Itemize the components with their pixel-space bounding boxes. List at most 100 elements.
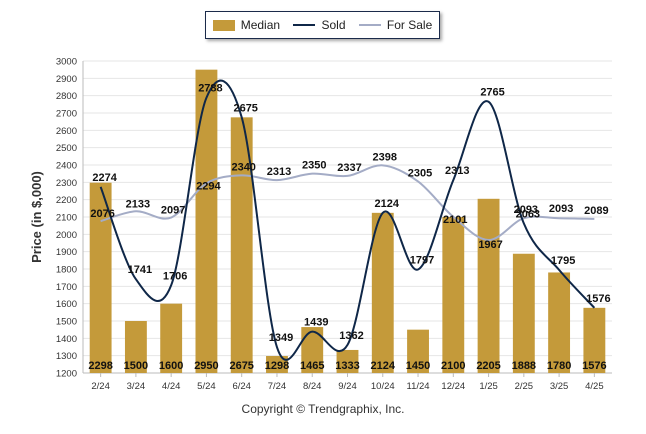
- y-tick-label: 2300: [56, 178, 77, 189]
- data-label-median: 1576: [582, 360, 606, 372]
- bar-median: [124, 321, 147, 373]
- data-label-for-sale: 2133: [126, 198, 150, 210]
- data-label-sold: 2313: [445, 165, 469, 177]
- bar-median: [89, 182, 112, 373]
- bar-median: [195, 69, 218, 374]
- legend-label-for-sale: For Sale: [386, 18, 433, 32]
- data-label-median: 1888: [512, 360, 536, 372]
- x-tick-label: 1/25: [479, 381, 498, 392]
- bar-median: [512, 253, 535, 373]
- data-label-median: 1450: [406, 360, 430, 372]
- x-tick-label: 8/24: [303, 381, 322, 392]
- line-sold: [99, 79, 596, 361]
- bar-median: [477, 198, 500, 373]
- bar-median: [442, 217, 465, 373]
- data-label-for-sale: 2313: [267, 166, 291, 178]
- data-label-median: 2675: [229, 360, 253, 372]
- bar-median: [583, 307, 606, 373]
- data-label-sold: 1439: [304, 317, 328, 329]
- legend-item-median[interactable]: Median: [212, 18, 281, 32]
- y-tick-label: 1600: [56, 299, 77, 310]
- x-tick-label: 11/24: [406, 381, 429, 392]
- data-label-median: 2205: [476, 360, 500, 372]
- data-label-sold: 1797: [410, 255, 434, 267]
- y-tick-label: 1800: [56, 265, 77, 276]
- x-tick-label: 10/24: [371, 381, 395, 392]
- data-label-median: 2100: [441, 360, 465, 372]
- data-label-sold: 2765: [480, 87, 504, 99]
- data-label-for-sale: 2097: [161, 205, 185, 217]
- y-tick-label: 3000: [56, 57, 77, 68]
- legend: Median Sold For Sale: [205, 11, 440, 39]
- y-tick-label: 2000: [56, 230, 77, 241]
- data-label-median: 1333: [335, 360, 359, 372]
- y-tick-label: 2600: [56, 126, 77, 137]
- data-label-median: 1600: [159, 360, 183, 372]
- x-tick-label: 4/25: [585, 381, 604, 392]
- data-label-median: 1500: [124, 360, 148, 372]
- data-label-sold: 2124: [375, 198, 400, 210]
- legend-item-sold[interactable]: Sold: [293, 18, 346, 32]
- x-tick-label: 2/24: [91, 381, 110, 392]
- data-label-for-sale: 1967: [478, 239, 502, 251]
- y-tick-label: 2100: [56, 213, 77, 224]
- data-label-sold: 1362: [339, 330, 363, 342]
- y-tick-label: 2400: [56, 161, 77, 172]
- data-label-for-sale: 2340: [231, 161, 255, 173]
- legend-label-median: Median: [240, 18, 281, 32]
- data-label-median: 2124: [371, 360, 396, 372]
- legend-item-for-sale[interactable]: For Sale: [358, 18, 433, 32]
- data-label-sold: 1349: [269, 332, 293, 344]
- x-tick-label: 4/24: [162, 381, 181, 392]
- data-label-median: 2298: [88, 360, 112, 372]
- bar-median: [407, 329, 429, 373]
- data-label-sold: 2788: [198, 83, 222, 95]
- data-label-sold: 1576: [586, 293, 610, 305]
- data-label-for-sale: 2337: [337, 162, 361, 174]
- data-label-sold: 1706: [163, 270, 187, 282]
- data-label-for-sale: 2350: [302, 160, 326, 172]
- data-label-for-sale: 2305: [408, 167, 432, 179]
- y-tick-label: 1200: [56, 369, 77, 380]
- bar-median: [266, 356, 288, 373]
- y-axis-title: Price (in $,000): [29, 171, 44, 263]
- y-tick-label: 1400: [56, 334, 77, 345]
- x-tick-label: 6/24: [232, 381, 251, 392]
- bar-median: [548, 272, 571, 373]
- y-tick-label: 1300: [56, 351, 77, 362]
- y-tick-label: 1900: [56, 247, 77, 258]
- data-label-median: 1465: [300, 360, 324, 372]
- legend-swatch-sold: [293, 24, 316, 26]
- y-tick-label: 2800: [56, 91, 77, 102]
- data-label-for-sale: 2076: [90, 208, 114, 220]
- legend-label-sold: Sold: [321, 18, 346, 32]
- legend-swatch-median: [212, 19, 235, 31]
- x-tick-label: 9/24: [338, 381, 357, 392]
- y-tick-label: 1500: [56, 317, 77, 328]
- x-tick-label: 12/24: [441, 381, 465, 392]
- bar-median: [160, 303, 183, 373]
- data-label-for-sale: 2101: [443, 214, 467, 226]
- y-tick-label: 2200: [56, 195, 77, 206]
- data-label-for-sale: 2398: [373, 151, 397, 163]
- data-label-median: 1298: [265, 360, 289, 372]
- data-label-sold: 2675: [233, 102, 257, 114]
- x-tick-label: 3/24: [127, 381, 146, 392]
- y-tick-label: 2700: [56, 109, 77, 120]
- bar-median: [301, 327, 324, 373]
- y-tick-label: 2900: [56, 74, 77, 85]
- data-label-for-sale: 2093: [514, 204, 538, 216]
- legend-swatch-for-sale: [358, 24, 381, 26]
- copyright-text: Copyright © Trendgraphix, Inc.: [241, 402, 405, 416]
- line-for-sale: [100, 164, 595, 242]
- data-label-sold: 1741: [128, 264, 152, 276]
- bar-median: [336, 349, 359, 373]
- bar-median: [371, 212, 394, 373]
- bar-median: [230, 117, 253, 373]
- y-tick-label: 2500: [56, 143, 77, 154]
- data-label-median: 2950: [194, 360, 218, 372]
- x-tick-label: 5/24: [197, 381, 216, 392]
- y-tick-label: 1700: [56, 282, 77, 293]
- data-label-sold: 1795: [551, 255, 575, 267]
